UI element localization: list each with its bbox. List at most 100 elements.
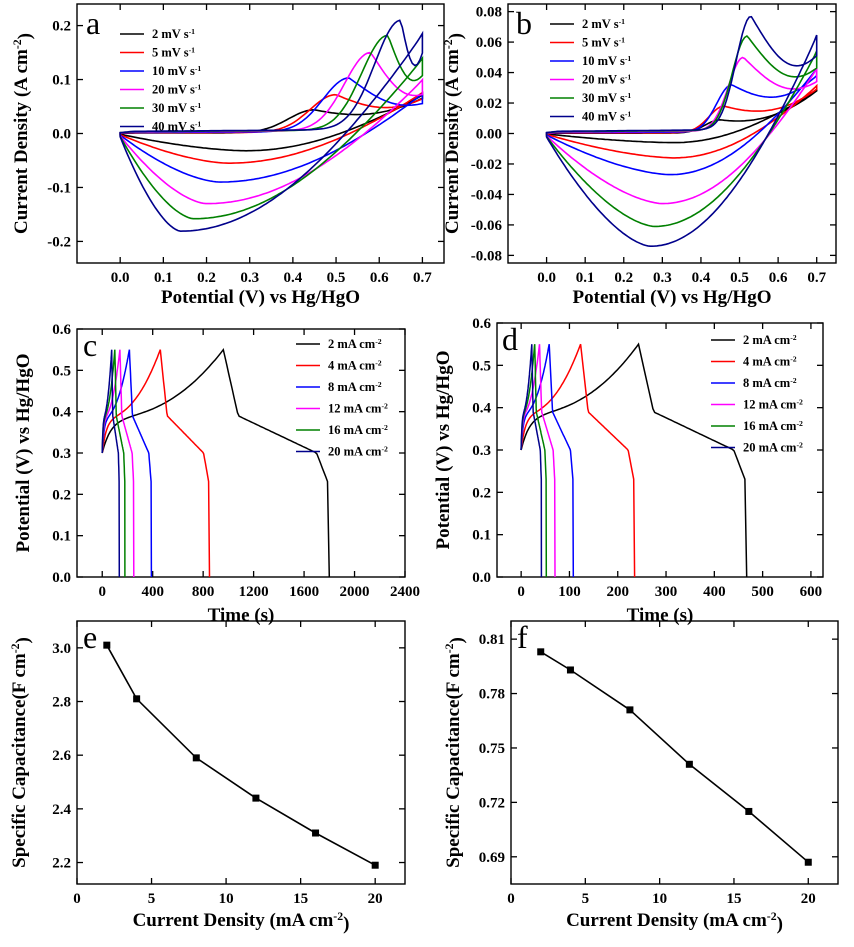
series-line-4 bbox=[520, 343, 636, 577]
y-tick-label: 0.2 bbox=[52, 19, 71, 35]
x-tick-label: 200 bbox=[606, 584, 629, 600]
y-tick-label: 2.8 bbox=[52, 695, 71, 711]
x-tick-label: 0.5 bbox=[327, 270, 346, 286]
x-tick-label: 0 bbox=[517, 584, 525, 600]
panel-d: 0 100 200 300 400 500 600 0.0 0.1 0.2 0.3 0.4 0.5 0.6… bbox=[433, 316, 824, 626]
legend-label: 2 mV s-1 bbox=[152, 27, 195, 41]
panel-letter-f: f bbox=[517, 619, 528, 655]
x-tick-label: 0 bbox=[98, 584, 106, 600]
plot-area bbox=[537, 648, 812, 866]
y-tick-label: 0.2 bbox=[472, 485, 491, 501]
data-point bbox=[566, 666, 574, 674]
panel-letter-d: d bbox=[502, 321, 518, 357]
y-tick-label: 2.2 bbox=[52, 856, 71, 872]
x-tick-label: 0.2 bbox=[614, 270, 633, 286]
data-point bbox=[192, 754, 200, 762]
data-point bbox=[371, 861, 379, 869]
y-axis-title: Specific Capacitance(F cm-2) bbox=[443, 637, 468, 868]
plot-frame bbox=[76, 620, 406, 885]
series-line-8 bbox=[101, 349, 153, 577]
y-tick-label: 0.5 bbox=[472, 358, 491, 374]
y-tick-label: -0.02 bbox=[471, 157, 502, 173]
data-point bbox=[804, 858, 812, 866]
x-tick-label: 1600 bbox=[289, 584, 319, 600]
x-tick-label: 0.7 bbox=[413, 270, 432, 286]
x-axis-title: Potential (V) vs Hg/HgO bbox=[161, 287, 360, 308]
data-point bbox=[745, 807, 753, 815]
legend-label: 20 mV s-1 bbox=[582, 73, 631, 87]
y-tick-label: 0.1 bbox=[52, 529, 71, 545]
panel-letter-e: e bbox=[83, 619, 97, 655]
y-tick-label: 0.00 bbox=[476, 127, 502, 143]
y-axis-title: Specific Capacitance(F cm-2) bbox=[9, 637, 34, 868]
series-line bbox=[540, 651, 809, 863]
legend-label: 16 mA cm-2 bbox=[328, 423, 388, 437]
legend-label: 20 mV s-1 bbox=[152, 83, 201, 97]
data-point bbox=[103, 641, 111, 649]
y-axis-title: Potential (V) vs Hg/HgO bbox=[433, 351, 454, 550]
plot-area bbox=[545, 15, 818, 247]
series-line-12 bbox=[101, 349, 135, 577]
x-tick-label: 10 bbox=[219, 891, 234, 907]
x-tick-label: 400 bbox=[703, 584, 726, 600]
x-tick-label: 10 bbox=[652, 891, 667, 907]
legend-label: 20 mA cm-2 bbox=[328, 445, 388, 459]
y-axis-title: Potential (V) vs Hg/HgO bbox=[13, 354, 34, 553]
panel-letter-b: b bbox=[516, 5, 532, 41]
x-axis-title: Potential (V) vs Hg/HgO bbox=[573, 287, 772, 308]
x-tick-label: 0 bbox=[507, 891, 515, 907]
data-point bbox=[312, 829, 320, 837]
x-tick-label: 0.5 bbox=[730, 270, 749, 286]
x-tick-label: 15 bbox=[726, 891, 741, 907]
y-axis-title: Current Density (A cm-2) bbox=[11, 33, 36, 234]
legend-label: 10 mV s-1 bbox=[152, 64, 201, 78]
y-tick-label: 0.1 bbox=[472, 528, 491, 544]
y-tick-label: 0.69 bbox=[479, 850, 505, 866]
series-line-16 bbox=[101, 349, 126, 577]
y-tick-label: 0.81 bbox=[479, 632, 505, 648]
y-tick-label: -0.08 bbox=[471, 248, 502, 264]
data-point bbox=[252, 794, 260, 802]
x-tick-label: 300 bbox=[655, 584, 678, 600]
legend-label: 8 mA cm-2 bbox=[743, 376, 797, 390]
legend-label: 4 mA cm-2 bbox=[743, 355, 797, 369]
panel-a: 0.0 0.1 0.2 0.3 0.4 0.5 0.6 0.7 -0.2 -0.1 0.0 0.1 0.… bbox=[11, 3, 445, 308]
y-tick-label: 0.3 bbox=[472, 443, 491, 459]
x-tick-label: 0.6 bbox=[370, 270, 389, 286]
x-tick-label: 20 bbox=[801, 891, 816, 907]
y-tick-label: 0.0 bbox=[472, 570, 491, 586]
plot-area bbox=[119, 19, 424, 233]
series-line-12 bbox=[520, 344, 556, 577]
panel-c: 0 400 800 1200 1600 2000 2400 0.0 0.1 0.2 0.3 0.4 0.… bbox=[13, 322, 420, 626]
x-tick-label: 0.3 bbox=[240, 270, 259, 286]
y-tick-label: 0.1 bbox=[52, 73, 71, 89]
plot-area bbox=[101, 347, 331, 577]
x-tick-label: 500 bbox=[751, 584, 774, 600]
y-tick-label: -0.2 bbox=[47, 234, 71, 250]
series-line-40 bbox=[119, 19, 424, 233]
x-tick-label: 600 bbox=[800, 584, 823, 600]
y-tick-label: 0.4 bbox=[52, 405, 71, 421]
panel-letter-c: c bbox=[83, 327, 97, 363]
series-line-16 bbox=[520, 344, 548, 577]
plot-area bbox=[520, 342, 748, 577]
series-line-2 bbox=[101, 347, 331, 577]
data-point bbox=[626, 706, 634, 714]
panel-b: 0.0 0.1 0.2 0.3 0.4 0.5 0.6 0.7 -0.08 -0.06 -0.04 -… bbox=[442, 3, 837, 308]
x-tick-label: 5 bbox=[148, 891, 156, 907]
series-line-40 bbox=[545, 15, 818, 247]
legend-label: 2 mV s-1 bbox=[582, 17, 625, 31]
plot-area bbox=[103, 641, 379, 869]
y-tick-label: 2.6 bbox=[52, 748, 71, 764]
x-tick-label: 0.6 bbox=[769, 270, 788, 286]
legend-label: 30 mV s-1 bbox=[152, 101, 201, 115]
y-tick-label: 0.6 bbox=[472, 316, 491, 332]
data-point bbox=[537, 648, 545, 656]
data-point bbox=[133, 695, 141, 703]
x-axis-title: Time (s) bbox=[208, 605, 275, 626]
y-tick-label: 0.78 bbox=[479, 687, 505, 703]
legend-label: 40 mV s-1 bbox=[582, 110, 631, 124]
panel-letter-a: a bbox=[86, 5, 100, 41]
series-line-8 bbox=[520, 344, 575, 577]
